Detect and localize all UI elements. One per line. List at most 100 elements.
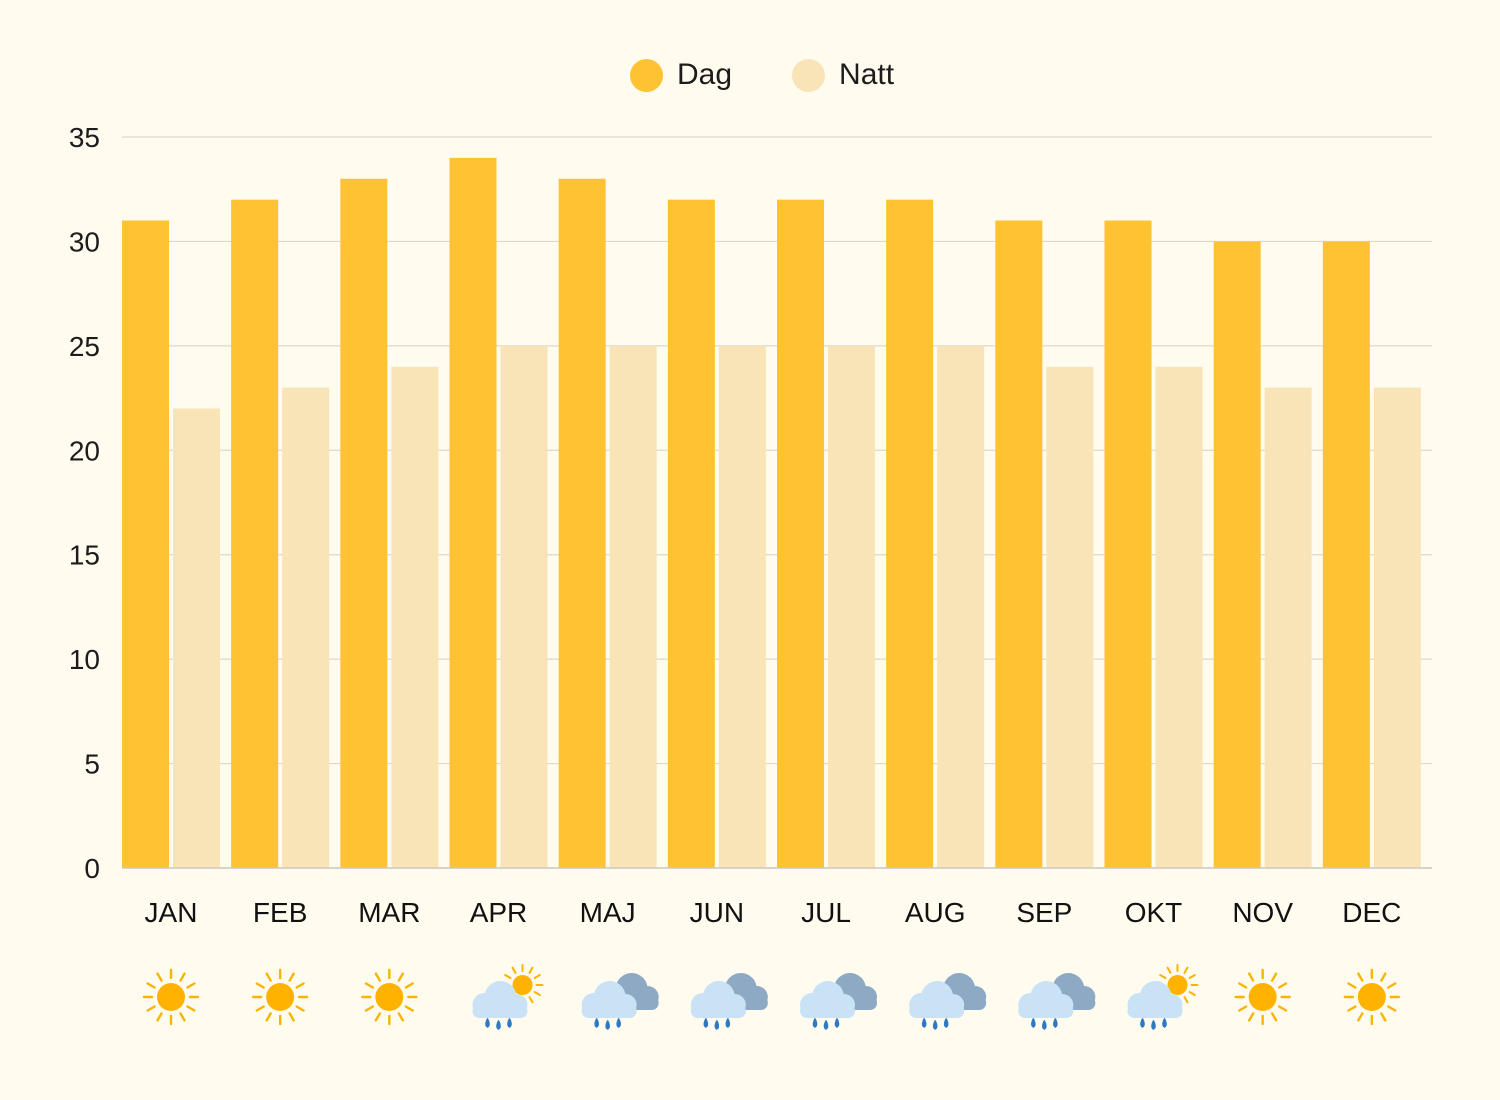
cloud-base [472, 1004, 528, 1018]
sun-ray [404, 1005, 414, 1012]
sun-ray [1347, 982, 1357, 989]
cloud [690, 981, 746, 1018]
sun-core [512, 975, 533, 995]
sun-ray [397, 972, 405, 982]
rain-drop [496, 1020, 501, 1030]
rain-drop [943, 1018, 949, 1028]
sun-ray [146, 982, 156, 989]
sun-ray [156, 1012, 163, 1022]
sun-ray [1159, 974, 1167, 979]
bar-natt-aug [937, 345, 985, 868]
sun-ray [265, 972, 272, 982]
sun-ray [1347, 1005, 1357, 1012]
rain-drop [834, 1018, 840, 1028]
sun-ray [511, 966, 517, 974]
rain-drop [1151, 1020, 1156, 1030]
rain-drop [823, 1020, 829, 1030]
sun-core [266, 983, 295, 1011]
bar-dag-jun [667, 199, 715, 868]
bar-natt-maj [609, 345, 657, 868]
bar-dag-mar [340, 178, 388, 868]
x-tick-label-feb: FEB [253, 897, 307, 928]
rain-sun-icon-okt [1127, 964, 1199, 1030]
sun-ray [1183, 996, 1189, 1004]
sun-ray [533, 974, 541, 979]
y-tick-label-25: 25 [69, 331, 100, 362]
sun-ray [1247, 972, 1255, 982]
y-tick-label-20: 20 [69, 435, 100, 466]
sun-ray [374, 972, 382, 982]
sun-ray [1357, 1012, 1364, 1022]
sun-ray [1188, 991, 1196, 996]
rain-drop [594, 1018, 599, 1028]
rain-drop [812, 1018, 818, 1028]
rain-drop [507, 1018, 512, 1028]
bar-dag-sep [995, 220, 1043, 869]
rain-cloud-icon-jul [800, 973, 877, 1030]
sun-ray [179, 1012, 186, 1022]
cloud-base [581, 1004, 637, 1018]
y-tick-label-0: 0 [84, 853, 100, 884]
sun-ray [1238, 1005, 1248, 1012]
sun-ray [404, 982, 414, 989]
cloud [800, 981, 855, 1018]
sun-ray [288, 972, 295, 982]
sun-icon-mar [361, 968, 418, 1026]
bar-natt-nov [1264, 387, 1312, 868]
x-tick-label-jul: JUL [801, 897, 851, 928]
bar-natt-sep [1046, 366, 1094, 868]
sun-ray [504, 974, 512, 979]
bar-natt-jan [173, 408, 220, 868]
y-tick-label-5: 5 [84, 749, 100, 780]
sun-ray [1277, 1005, 1288, 1012]
cloud [909, 981, 965, 1018]
sun-ray [364, 982, 375, 989]
sun-core [375, 983, 404, 1011]
rain-drop [725, 1018, 731, 1028]
sun-core [157, 983, 185, 1011]
x-tick-label-sep: SEP [1016, 897, 1072, 928]
bar-dag-jul [777, 199, 824, 868]
rain-drop [932, 1020, 938, 1030]
legend: Dag Natt [630, 58, 954, 92]
x-tick-label-apr: APR [470, 897, 528, 928]
sun-core [1167, 975, 1188, 995]
cloud-base [690, 1004, 746, 1018]
x-tick-label-mar: MAR [358, 897, 420, 928]
y-tick-label-10: 10 [69, 644, 100, 675]
cloud [1018, 981, 1074, 1018]
bar-dag-feb [231, 199, 279, 868]
cloud [472, 981, 528, 1018]
x-tick-label-jan: JAN [145, 897, 198, 928]
sun-ray [1166, 966, 1172, 974]
sun-icon-dec [1343, 968, 1401, 1026]
legend-label-dag: Dag [677, 58, 733, 91]
sun-ray [1270, 1012, 1278, 1022]
rain-drop [605, 1020, 610, 1030]
sun-ray [255, 982, 265, 989]
rain-drop [703, 1018, 709, 1028]
sun-ray [1357, 972, 1364, 982]
rain-drop [485, 1018, 490, 1028]
sun-ray [1277, 982, 1288, 989]
sun-ray [1270, 972, 1278, 982]
sun-core [1248, 983, 1277, 1011]
sun-ray [364, 1005, 375, 1012]
bar-natt-feb [282, 387, 330, 868]
rain-cloud-icon-sep [1018, 973, 1096, 1030]
cloud-base [909, 1004, 965, 1018]
sun-ray [295, 1005, 305, 1012]
bar-dag-okt [1104, 220, 1152, 869]
sun-ray [186, 1005, 196, 1012]
rain-cloud-icon-maj [581, 973, 659, 1030]
sun-ray [1387, 1005, 1397, 1012]
sun-ray [1183, 966, 1189, 974]
bar-natt-jul [828, 345, 875, 868]
bar-dag-aug [886, 199, 934, 868]
sun-ray [397, 1012, 405, 1022]
cloud-base [800, 1004, 855, 1018]
x-tick-label-dec: DEC [1342, 897, 1401, 928]
sun-icon-feb [251, 968, 309, 1026]
sun-ray [1188, 974, 1196, 979]
